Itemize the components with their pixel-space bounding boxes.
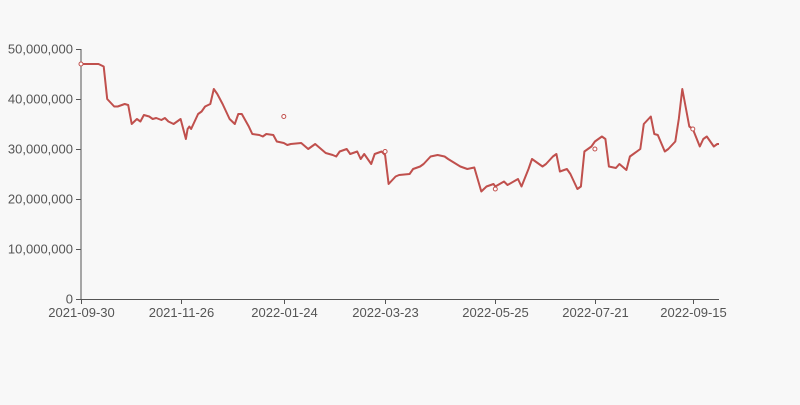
series-line: [81, 63, 719, 193]
y-tick-label: 0: [66, 292, 73, 307]
x-tick-label: 2022-07-21: [562, 305, 629, 320]
y-tick-label: 10,000,000: [8, 242, 73, 257]
x-tick-label: 2022-01-24: [251, 305, 318, 320]
x-tick-label: 2021-09-30: [48, 305, 115, 320]
data-point: [690, 126, 696, 132]
y-tick-label: 30,000,000: [8, 142, 73, 157]
data-point: [592, 146, 598, 152]
x-tick-label: 2022-05-25: [462, 305, 529, 320]
y-tick-label: 50,000,000: [8, 42, 73, 57]
data-point: [492, 186, 498, 192]
data-point: [78, 61, 84, 67]
data-point: [281, 114, 287, 119]
x-tick-label: 2022-09-15: [660, 305, 727, 320]
data-point: [382, 149, 388, 154]
x-tick-label: 2021-11-26: [149, 305, 215, 320]
y-tick-label: 40,000,000: [8, 92, 73, 107]
x-tick-label: 2022-03-23: [352, 305, 419, 320]
y-tick-label: 20,000,000: [8, 192, 73, 207]
